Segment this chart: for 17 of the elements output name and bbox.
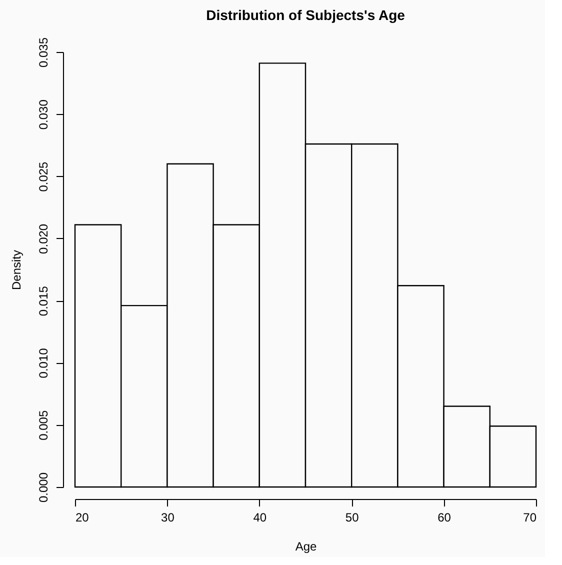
- y-axis-title: Density: [10, 250, 24, 290]
- x-axis-title: Age: [295, 540, 317, 554]
- x-tick-label: 20: [76, 510, 90, 524]
- y-tick-label: 0.010: [36, 348, 50, 378]
- y-tick-label: 0.020: [36, 224, 50, 254]
- x-tick-label: 40: [253, 510, 267, 524]
- x-tick-label: 50: [345, 510, 360, 524]
- chart-title: Distribution of Subjects's Age: [206, 6, 406, 23]
- x-tick-label: 30: [161, 510, 175, 524]
- y-tick-label: 0.035: [36, 37, 50, 68]
- y-tick-label: 0.000: [36, 472, 50, 503]
- x-tick-label: 60: [438, 510, 452, 524]
- x-tick-label: 70: [523, 510, 537, 524]
- y-tick-label: 0.015: [36, 286, 50, 316]
- y-tick-label: 0.030: [36, 99, 50, 130]
- y-tick-label: 0.005: [36, 410, 50, 440]
- y-tick-label: 0.025: [36, 161, 50, 192]
